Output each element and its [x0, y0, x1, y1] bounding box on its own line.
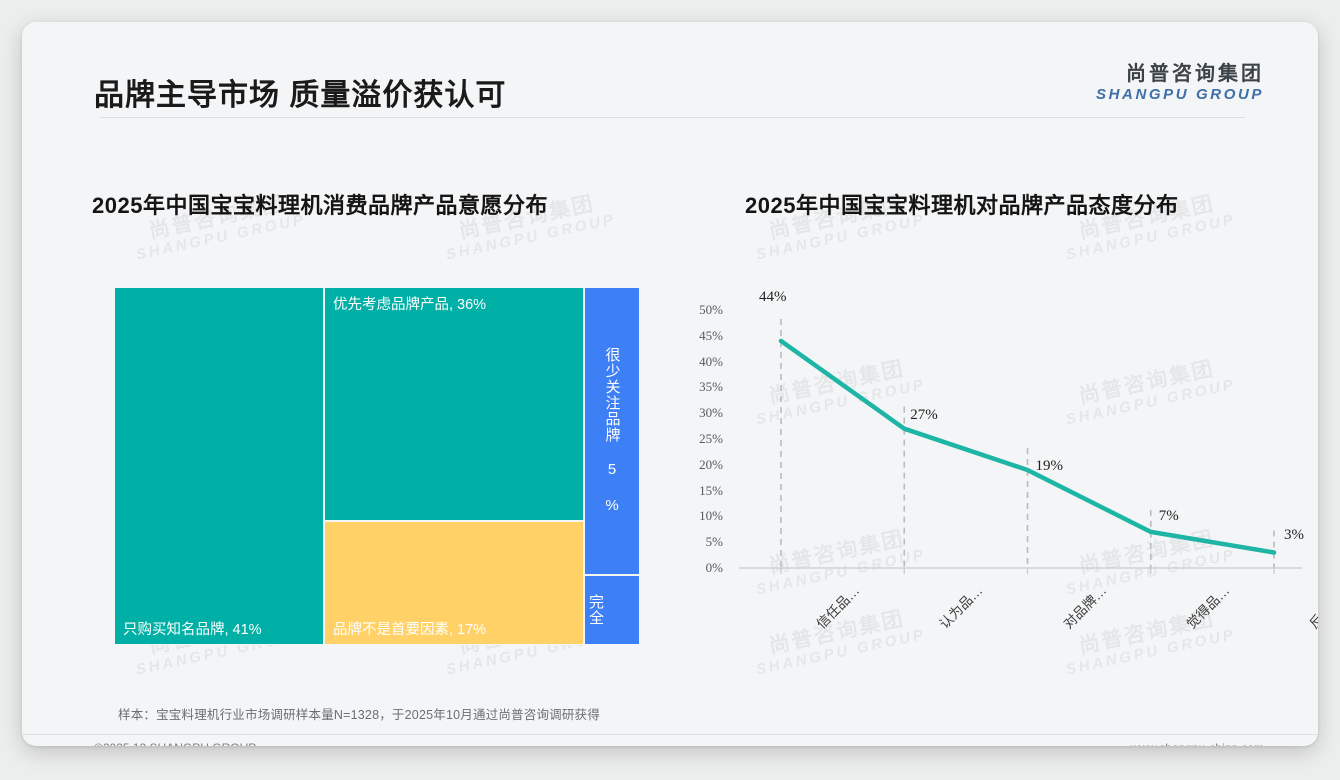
line-chart-svg — [739, 318, 1302, 574]
data-point-label: 19% — [1035, 457, 1064, 474]
treemap-cell-label: 优先考虑品牌产品, 36% — [333, 297, 487, 313]
brand-logo: 尚普咨询集团 SHANGPU GROUP — [1096, 64, 1264, 103]
treemap-cell-label: 完全 — [587, 594, 604, 626]
treemap-cell-label: 只购买知名品牌, 41% — [123, 622, 262, 638]
data-point-label: 7% — [1158, 507, 1179, 524]
treemap-cell-label: 很少关注品牌 5 % — [603, 347, 621, 515]
y-axis-tick-label: 50% — [699, 302, 723, 317]
logo-text-en: SHANGPU GROUP — [1096, 86, 1264, 103]
page-title: 品牌主导市场 质量溢价获认可 — [94, 79, 507, 112]
y-axis-tick-label: 10% — [699, 508, 723, 524]
treemap-cell[interactable]: 很少关注品牌 5 % — [584, 287, 640, 575]
slide-header: 品牌主导市场 质量溢价获认可 尚普咨询集团 SHANGPU GROUP — [22, 22, 1318, 114]
slide-card: 尚普咨询集团 SHANGPU GROUP 尚普咨询集团 SHANGPU GROUP 尚普… — [22, 22, 1318, 746]
y-axis-tick-label: 5% — [705, 534, 723, 550]
data-point-label: 27% — [910, 406, 938, 423]
treemap-cell[interactable]: 优先考虑品牌产品, 36% — [324, 287, 584, 521]
treemap-cell[interactable]: 完全 — [584, 575, 640, 645]
treemap-cell-label: 品牌不是首要因素, 17% — [333, 622, 487, 638]
header-divider — [100, 117, 1245, 118]
data-point-label: 3% — [1284, 526, 1304, 543]
y-axis-tick-label: 45% — [699, 327, 723, 343]
line-chart: 0% 5% 10% 15% 20% 25% 30% 35% 40% 45% 50% 44% 27% 19%… — [677, 280, 1318, 640]
data-point-label: 44% — [759, 288, 787, 305]
footer-website: www.shangpu-china.com — [1131, 741, 1264, 746]
y-axis-tick-label: 15% — [699, 482, 723, 498]
y-axis-tick-label: 30% — [699, 405, 723, 421]
footer-divider — [22, 734, 1318, 735]
treemap-chart: 只购买知名品牌, 41% 优先考虑品牌产品, 36% 品牌不是首要因素, 17% 很少… — [114, 287, 640, 645]
treemap-cell[interactable]: 品牌不是首要因素, 17% — [324, 521, 584, 645]
y-axis-tick-label: 40% — [699, 353, 723, 369]
line-series — [778, 338, 1277, 555]
logo-text-cn: 尚普咨询集团 — [1126, 63, 1264, 85]
right-chart-title: 2025年中国宝宝料理机对品牌产品态度分布 — [745, 193, 1179, 218]
y-axis-tick-label: 35% — [699, 379, 723, 395]
footer-copyright: ©2025.12 SHANGPU GROUP — [94, 741, 256, 746]
y-axis-tick-label: 25% — [699, 431, 723, 446]
y-axis-tick-label: 0% — [705, 560, 723, 575]
treemap-cell[interactable]: 只购买知名品牌, 41% — [114, 287, 324, 645]
source-footnote: 样本：宝宝料理机行业市场调研样本量N=1328，于2025年10月通过尚普咨询调… — [118, 708, 600, 722]
left-chart-title: 2025年中国宝宝料理机消费品牌产品意愿分布 — [92, 193, 548, 218]
y-axis-tick-label: 20% — [699, 456, 723, 472]
